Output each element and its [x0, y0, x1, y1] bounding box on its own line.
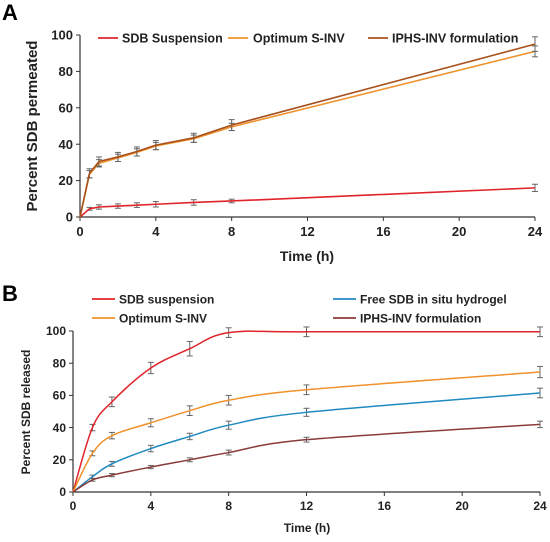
- panel-b-x-tick-label: 4: [147, 499, 154, 513]
- panel-a-xlabel: Time (h): [280, 248, 334, 264]
- panel-b-series-0: [72, 326, 543, 493]
- panel-a-y-tick-label: 80: [59, 64, 73, 79]
- panel-a-x-tick-label: 12: [300, 224, 314, 239]
- panel-b-xlabel: Time (h): [284, 521, 330, 535]
- series-line: [72, 392, 541, 493]
- panel-a-x-tick-label: 8: [228, 224, 235, 239]
- panel-b-y-tick-label: 80: [53, 356, 67, 370]
- panel-b-x-tick-label: 24: [533, 499, 547, 513]
- series-line: [72, 371, 541, 493]
- panel-a-y-tick-label: 0: [66, 210, 73, 225]
- series-line: [79, 187, 536, 218]
- series-line: [79, 43, 536, 218]
- panel-b-series-2: [72, 365, 543, 493]
- panel-b-x-tick-label: 0: [70, 499, 77, 513]
- panel-a-x-tick-label: 16: [376, 224, 390, 239]
- panel-a: A Percent SDB permeated Time (h) 0204060…: [2, 0, 543, 264]
- panel-b-x-tick-label: 20: [455, 499, 469, 513]
- panel-a-x-tick-label: 0: [76, 224, 83, 239]
- legend-entry: Free SDB in situ hydrogel: [360, 292, 507, 306]
- panel-a-y-tick-label: 100: [51, 28, 73, 43]
- panel-a-y-tick-label: 40: [59, 137, 73, 152]
- panel-b-y-tick-label: 40: [53, 421, 67, 435]
- panel-b-y-tick-label: 60: [53, 389, 67, 403]
- series-line: [79, 50, 536, 218]
- legend-entry: IPHS-INV formulation: [360, 311, 481, 325]
- panel-b-y-tick-label: 0: [59, 485, 66, 499]
- panel-b: B Percent SDB released Time (h) 02040608…: [2, 281, 547, 535]
- panel-a-x-tick-label: 20: [452, 224, 466, 239]
- panel-b-series-1: [72, 387, 543, 493]
- panel-b-x-tick-label: 8: [225, 499, 232, 513]
- panel-a-series-0: [79, 183, 538, 218]
- panel-letter-b: B: [2, 281, 18, 306]
- panel-a-series-2: [79, 36, 538, 218]
- panel-b-ylabel: Percent SDB released: [19, 350, 33, 475]
- legend-entry: Optimum S-INV: [253, 32, 345, 46]
- panel-b-series-3: [72, 420, 543, 493]
- legend-entry: IPHS-INV formulation: [392, 32, 518, 46]
- panel-b-x-tick-label: 12: [300, 499, 314, 513]
- panel-b-y-tick-label: 20: [53, 453, 67, 467]
- legend-entry: Optimum S-INV: [119, 311, 207, 325]
- panel-letter-a: A: [2, 0, 18, 25]
- panel-a-x-tick-label: 24: [528, 224, 543, 239]
- panel-a-x-tick-label: 4: [152, 224, 160, 239]
- series-line: [72, 423, 541, 493]
- panel-a-y-tick-label: 60: [59, 100, 73, 115]
- legend-entry: SDB Suspension: [122, 32, 223, 46]
- legend-entry: SDB suspension: [119, 292, 214, 306]
- panel-b-y-tick-label: 100: [46, 324, 66, 338]
- panel-a-y-tick-label: 20: [59, 173, 73, 188]
- series-line: [72, 330, 541, 493]
- panel-a-ylabel: Percent SDB permeated: [24, 41, 41, 212]
- panel-b-x-tick-label: 16: [378, 499, 392, 513]
